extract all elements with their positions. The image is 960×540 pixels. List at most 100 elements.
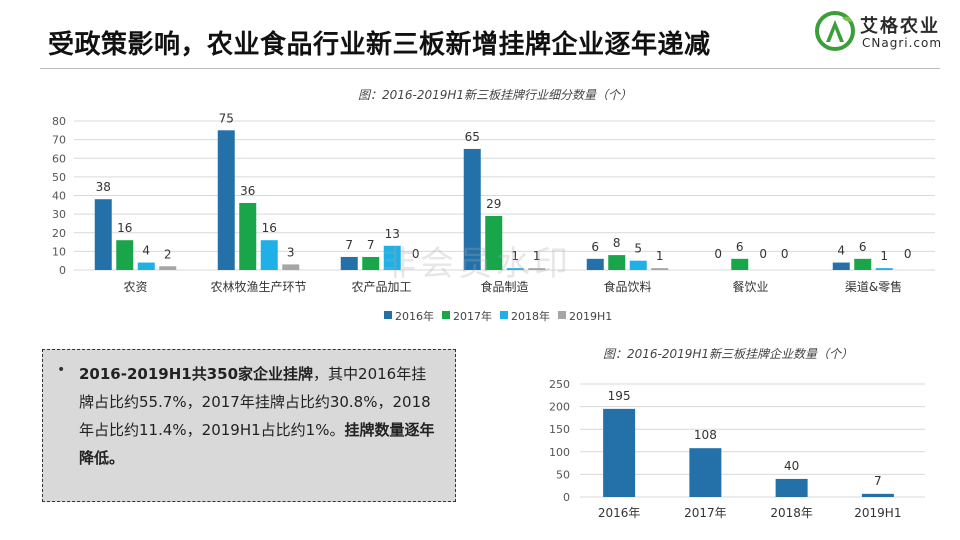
chart1-data-label: 0 [759, 247, 767, 261]
logo-cn-text: 艾格农业 [860, 16, 940, 37]
chart2-category-label: 2016年 [598, 506, 641, 520]
chart1-bar [854, 258, 872, 270]
chart1-data-label: 75 [219, 111, 234, 125]
chart1-bar [463, 148, 481, 270]
chart1-data-label: 1 [880, 249, 888, 263]
chart1-y-tick: 20 [52, 227, 66, 240]
chart1-data-label: 6 [859, 240, 867, 254]
chart1-bar [137, 262, 155, 270]
chart1-bar [217, 130, 235, 270]
chart1-data-label: 6 [591, 240, 599, 254]
chart2-y-tick: 250 [549, 378, 570, 391]
header: 受政策影响，农业食品行业新三板新增挂牌企业逐年递减 艾格农业 CNagri.co… [0, 0, 960, 70]
chart1-bar [116, 240, 134, 270]
chart1-legend-swatch [500, 311, 508, 319]
chart1-data-label: 16 [117, 221, 132, 235]
chart1-data-label: 1 [511, 249, 519, 263]
chart1-data-label: 7 [345, 238, 353, 252]
chart1-category-label: 渠道&零售 [845, 279, 902, 294]
chart2-category-label: 2017年 [684, 506, 727, 520]
chart1-bar [506, 268, 524, 270]
chart1-y-tick: 80 [52, 115, 66, 128]
chart1-category-label: 食品饮料 [603, 279, 651, 294]
chart1-legend-swatch [558, 311, 566, 319]
chart2-category-label: 2019H1 [854, 506, 901, 520]
chart1-legend-swatch [384, 311, 392, 319]
chart1-data-label: 7 [367, 238, 375, 252]
chart1-data-label: 4 [837, 244, 845, 258]
chart1-category-label: 农产品加工 [351, 280, 411, 294]
chart1-data-label: 0 [904, 247, 912, 261]
chart2-bar [775, 478, 808, 497]
chart2-category-label: 2018年 [770, 506, 813, 520]
chart1-category-label: 食品制造 [480, 279, 528, 294]
logo-mark-icon [815, 11, 855, 51]
chart1-data-label: 4 [142, 244, 150, 258]
title-divider [40, 68, 940, 69]
chart1-y-tick: 10 [52, 245, 66, 258]
summary-bold-tail: 挂牌数量逐年降低。 [79, 421, 435, 467]
chart1-data-label: 0 [412, 247, 420, 261]
chart1-data-label: 3 [287, 245, 295, 259]
chart1-y-tick: 70 [52, 134, 66, 147]
chart1-data-label: 38 [96, 180, 111, 194]
chart2-data-label: 40 [784, 459, 799, 473]
chart1-bar [651, 268, 669, 270]
logo-en-text: CNagri.com [862, 36, 943, 50]
chart1-category-label: 餐饮业 [732, 279, 768, 294]
chart2-y-tick: 50 [556, 468, 570, 481]
chart1-bar [94, 199, 112, 270]
chart1-data-label: 5 [634, 242, 642, 256]
chart1-category-label: 农资 [123, 280, 147, 294]
chart2-bar [861, 493, 894, 497]
chart2-y-tick: 100 [549, 446, 570, 459]
chart1-bar [340, 256, 358, 270]
chart2-y-tick: 0 [563, 491, 570, 504]
chart1-bar [528, 268, 546, 270]
chart2-title: 图：2016-2019H1新三板挂牌企业数量（个） [603, 347, 853, 361]
chart1-data-label: 29 [486, 197, 501, 211]
chart1-legend-label: 2018年 [511, 309, 550, 323]
chart2-bar [689, 448, 722, 497]
chart1-y-tick: 60 [52, 152, 66, 165]
chart2-data-label: 108 [694, 428, 717, 442]
chart1-bar [832, 262, 850, 270]
industry-bar-chart: 图：2016-2019H1新三板挂牌行业细分数量（个）0102030405060… [52, 88, 935, 323]
chart2-bar [603, 408, 636, 497]
chart1-category-label: 农林牧渔生产环节 [210, 280, 306, 294]
chart1-bar [875, 268, 893, 270]
chart1-y-tick: 50 [52, 171, 66, 184]
chart1-data-label: 2 [164, 247, 172, 261]
chart2-y-tick: 200 [549, 401, 570, 414]
chart1-bar [608, 255, 626, 270]
chart1-data-label: 6 [736, 240, 744, 254]
chart1-y-tick: 40 [52, 190, 66, 203]
chart1-data-label: 36 [240, 184, 255, 198]
summary-text: 2016-2019H1共350家企业挂牌，其中2016年挂牌占比约55.7%，2… [79, 360, 441, 472]
chart1-y-tick: 0 [59, 264, 66, 277]
chart1-legend-label: 2017年 [453, 309, 492, 323]
chart1-data-label: 8 [613, 236, 621, 250]
chart1-y-tick: 30 [52, 208, 66, 221]
summary-note: • 2016-2019H1共350家企业挂牌，其中2016年挂牌占比约55.7%… [42, 349, 456, 502]
chart1-data-label: 0 [781, 247, 789, 261]
chart1-data-label: 1 [533, 249, 541, 263]
chart1-data-label: 1 [656, 249, 664, 263]
chart1-bar [260, 240, 278, 270]
brand-logo[interactable]: 艾格农业 CNagri.com [814, 8, 954, 54]
chart2-data-label: 195 [608, 389, 631, 403]
chart1-bar [586, 258, 604, 270]
chart1-bar [239, 202, 257, 270]
page-title: 受政策影响，农业食品行业新三板新增挂牌企业逐年递减 [48, 30, 711, 60]
chart2-y-tick: 150 [549, 423, 570, 436]
chart1-legend-label: 2019H1 [569, 310, 612, 323]
chart1-bar [282, 264, 300, 270]
chart1-legend-label: 2016年 [395, 309, 434, 323]
bullet-icon: • [57, 362, 66, 378]
chart1-title: 图：2016-2019H1新三板挂牌行业细分数量（个） [358, 88, 632, 102]
chart1-bar [362, 256, 380, 270]
summary-bold-lead: 2016-2019H1共350家企业挂牌 [79, 365, 314, 383]
chart1-legend-swatch [442, 311, 450, 319]
chart1-bar [159, 266, 177, 270]
chart1-bar [731, 258, 749, 270]
